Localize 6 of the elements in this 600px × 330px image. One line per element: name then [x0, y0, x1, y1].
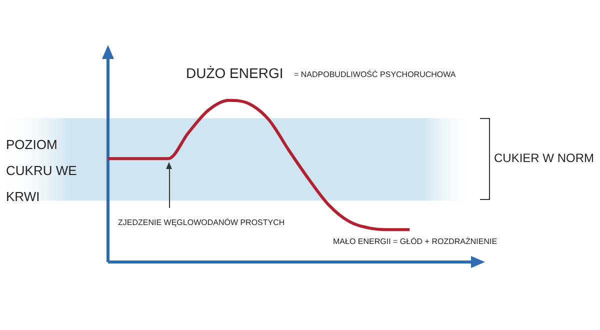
annotation: ZJEDZENIE WĘGLOWODANÓW PROSTYCH [118, 218, 285, 227]
y-axis-title: POZIOM CUKRU WE KRWI [6, 136, 78, 206]
chart-title: DUŻO ENERGI [186, 65, 284, 81]
band-label: CUKIER W NORM [494, 151, 594, 165]
annotation: MAŁO ENERGII = GŁÓD + ROZDRAŻNIENIE [333, 237, 498, 246]
text: = NADPOBUDLIWOŚĆ PSYCHORUCHOWA [294, 70, 456, 79]
